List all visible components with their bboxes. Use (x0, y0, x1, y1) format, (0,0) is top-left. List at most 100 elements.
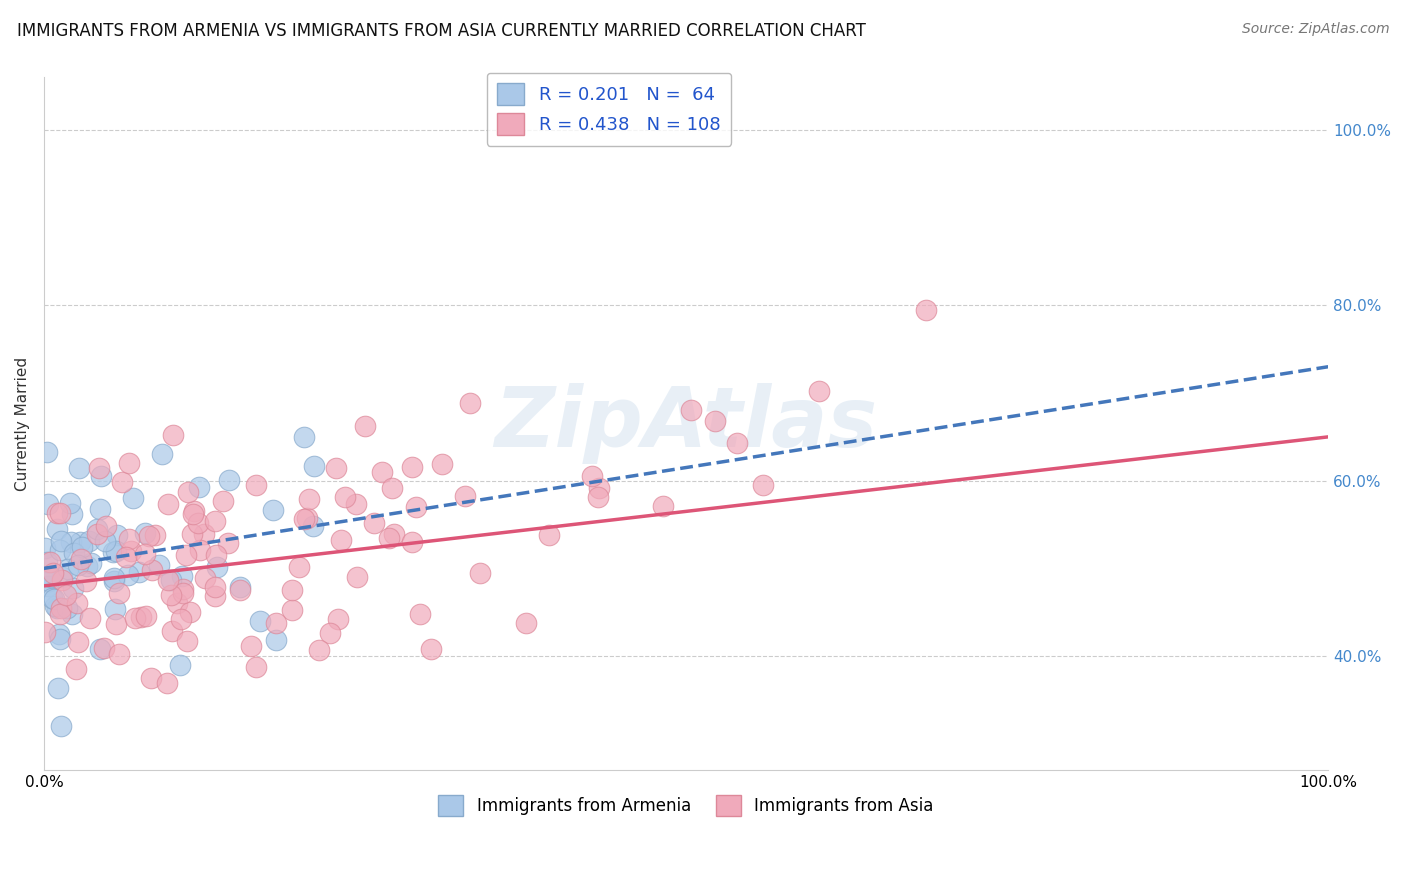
Point (377, 531, 399, 545)
Point (752, 478, 775, 492)
Point (46, 522, 69, 536)
Point (37, 579, 59, 593)
Point (42, 592, 65, 607)
Point (266, 615, 288, 630)
Point (94, 533, 117, 548)
Point (60, 607, 83, 621)
Point (62, 581, 84, 595)
Point (59, 535, 82, 549)
Point (229, 580, 252, 594)
Point (176, 634, 198, 648)
Point (79, 611, 101, 625)
Point (468, 566, 491, 580)
Point (292, 512, 315, 526)
Point (181, 507, 204, 521)
Point (48, 607, 70, 621)
Point (170, 611, 193, 625)
Point (56, 600, 79, 615)
Point (207, 560, 229, 574)
Point (76, 558, 98, 573)
Point (217, 535, 239, 549)
Point (318, 626, 340, 640)
Point (86, 527, 108, 541)
Point (679, 402, 702, 417)
Point (156, 675, 179, 690)
Point (93, 641, 115, 656)
Point (134, 547, 156, 561)
Point (405, 500, 427, 515)
Point (70, 540, 93, 554)
Point (363, 516, 385, 530)
Point (94, 518, 117, 533)
Point (204, 548, 226, 562)
Point (51, 570, 73, 584)
Point (38, 555, 60, 569)
Point (148, 558, 170, 572)
Point (49, 719, 72, 733)
Point (90, 469, 112, 483)
Point (537, 528, 560, 542)
Point (59, 495, 82, 509)
Point (344, 497, 367, 511)
Point (725, 435, 748, 450)
Point (46, 681, 69, 695)
Point (42, 566, 65, 580)
Point (183, 504, 205, 518)
Point (65, 661, 87, 675)
Point (458, 396, 481, 410)
Point (581, 469, 603, 483)
Point (651, 500, 673, 514)
Point (128, 566, 150, 580)
Point (156, 497, 179, 511)
Point (401, 460, 423, 475)
Point (67, 461, 90, 475)
Point (371, 465, 394, 479)
Point (120, 544, 142, 558)
Point (152, 447, 174, 461)
Point (515, 615, 537, 630)
Point (330, 533, 353, 548)
Point (39, 570, 62, 584)
Point (381, 482, 404, 496)
Point (117, 568, 139, 582)
Point (139, 671, 162, 685)
Point (55, 588, 77, 602)
Point (194, 571, 217, 585)
Point (292, 430, 315, 444)
Point (162, 624, 184, 638)
Point (187, 516, 209, 530)
Text: ZipAtlas: ZipAtlas (495, 384, 877, 464)
Point (124, 611, 146, 625)
Point (135, 608, 157, 623)
Point (34, 541, 56, 555)
Point (44, 599, 66, 614)
Point (86, 522, 108, 536)
Point (176, 484, 198, 499)
Point (430, 457, 453, 471)
Point (204, 589, 226, 603)
Point (48, 632, 70, 647)
Point (105, 616, 128, 631)
Point (179, 605, 201, 619)
Point (75, 574, 97, 588)
Point (51, 573, 73, 587)
Point (141, 563, 163, 577)
Point (245, 660, 267, 674)
Text: Source: ZipAtlas.com: Source: ZipAtlas.com (1241, 22, 1389, 37)
Y-axis label: Currently Married: Currently Married (15, 357, 30, 491)
Point (129, 609, 152, 624)
Point (588, 490, 610, 504)
Point (262, 503, 284, 517)
Point (281, 583, 304, 598)
Point (104, 544, 127, 558)
Point (302, 518, 325, 533)
Point (80, 556, 103, 570)
Point (172, 585, 194, 599)
Point (115, 550, 138, 565)
Point (69, 534, 91, 549)
Point (107, 648, 129, 662)
Point (174, 548, 197, 562)
Point (35, 555, 58, 569)
Point (229, 582, 252, 597)
Point (111, 475, 134, 490)
